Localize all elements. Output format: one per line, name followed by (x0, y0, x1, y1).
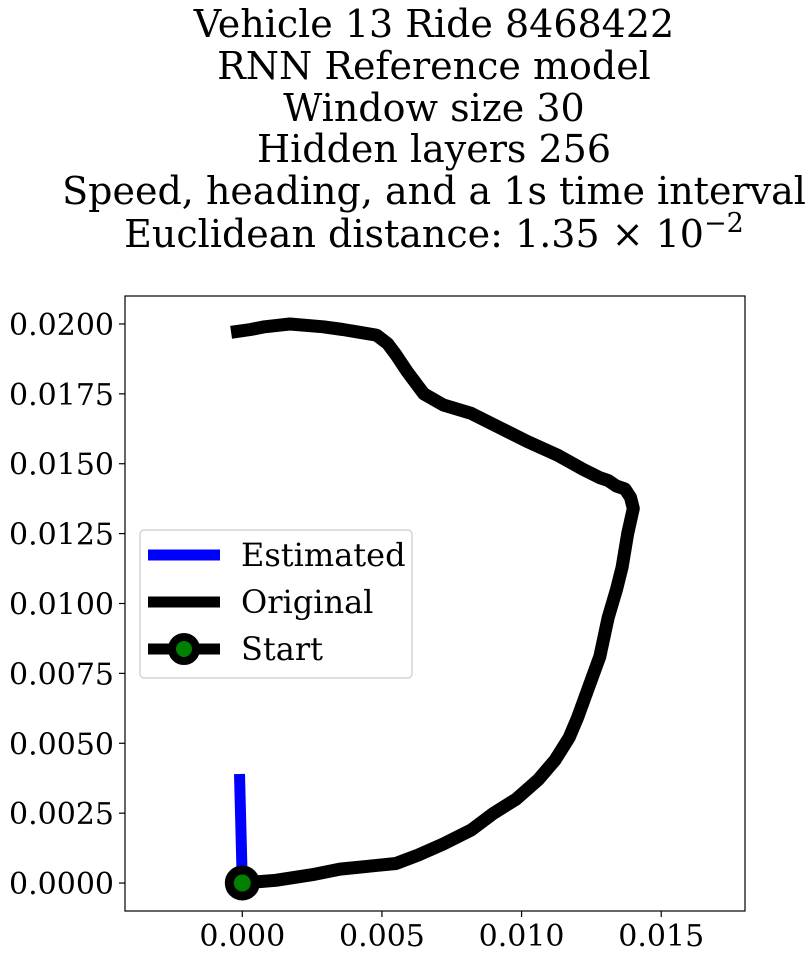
y-tick-label: 0.0000 (9, 867, 114, 902)
y-tick-label: 0.0075 (9, 657, 114, 692)
y-tick-label: 0.0025 (9, 797, 114, 832)
x-tick-label: 0.005 (339, 919, 425, 954)
title-line-distance: Euclidean distance: 1.35 × 10−2 (124, 208, 744, 256)
legend-label: Estimated (241, 536, 406, 574)
x-tick-label: 0.015 (618, 919, 704, 954)
title-line: Hidden layers 256 (257, 127, 611, 171)
legend-box (139, 529, 413, 679)
x-tick-label: 0.000 (199, 919, 285, 954)
y-tick-label: 0.0050 (9, 727, 114, 762)
y-tick-label: 0.0175 (9, 378, 114, 413)
series-original-line (230, 317, 640, 890)
y-tick-label: 0.0100 (9, 588, 114, 623)
x-axis: 0.000 0.005 0.010 0.015 (199, 911, 704, 954)
legend: Estimated Original Start (139, 529, 413, 679)
title-exponent: −2 (704, 208, 744, 239)
legend-label: Original (241, 583, 373, 621)
title-line: RNN Reference model (217, 44, 651, 88)
y-tick-label: 0.0200 (9, 308, 114, 343)
series-layer (224, 317, 640, 901)
legend-swatch-start-marker (168, 633, 200, 665)
title-line: Window size 30 (283, 86, 584, 130)
y-tick-label: 0.0125 (9, 518, 114, 553)
y-tick-label: 0.0150 (9, 448, 114, 483)
legend-label: Start (241, 630, 323, 668)
series-estimated-line (234, 773, 248, 884)
y-axis: 0.0000 0.0025 0.0050 0.0075 0.0100 0.0125 0.01… (9, 308, 125, 902)
title-line: Vehicle 13 Ride 8468422 (193, 2, 674, 46)
x-tick-label: 0.010 (479, 919, 565, 954)
title-distance-text: Euclidean distance: 1.35 × 10 (124, 212, 704, 256)
start-marker (224, 865, 260, 901)
title-line: Speed, heading, and a 1s time interval (62, 169, 806, 213)
